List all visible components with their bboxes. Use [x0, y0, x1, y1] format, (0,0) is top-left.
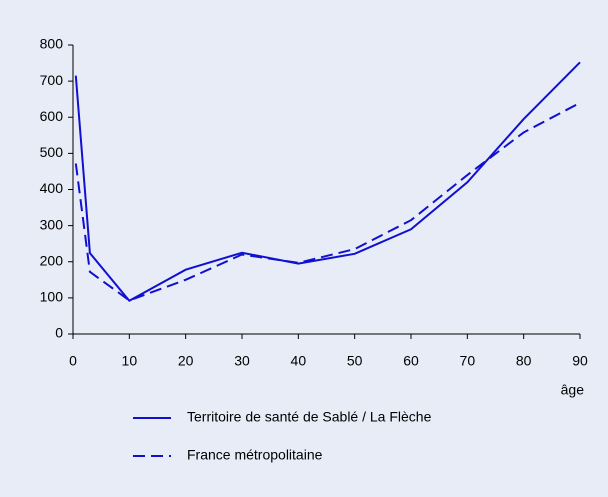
x-tick-label: 0 — [69, 353, 77, 369]
y-tick-label: 500 — [40, 144, 64, 160]
x-tick-label: 20 — [178, 353, 194, 369]
y-tick-label: 0 — [55, 325, 63, 341]
y-tick-label: 800 — [40, 36, 64, 52]
x-tick-label: 40 — [291, 353, 307, 369]
y-tick-label: 600 — [40, 108, 64, 124]
x-tick-label: 50 — [347, 353, 363, 369]
x-tick-label: 10 — [122, 353, 138, 369]
y-tick-label: 100 — [40, 289, 64, 305]
series-line — [74, 61, 581, 303]
legend-label: France métropolitaine — [187, 447, 323, 463]
x-tick-label: 80 — [516, 353, 532, 369]
x-tick-label: 70 — [460, 353, 476, 369]
x-tick-label: 90 — [572, 353, 588, 369]
y-tick-label: 400 — [40, 180, 64, 196]
y-tick-label: 300 — [40, 216, 64, 232]
x-tick-label: 30 — [234, 353, 250, 369]
x-axis-label: âge — [561, 382, 585, 398]
x-tick-label: 60 — [403, 353, 419, 369]
y-tick-label: 200 — [40, 252, 64, 268]
y-tick-label: 700 — [40, 72, 64, 88]
legend-label: Territoire de santé de Sablé / La Flèche — [187, 409, 432, 425]
